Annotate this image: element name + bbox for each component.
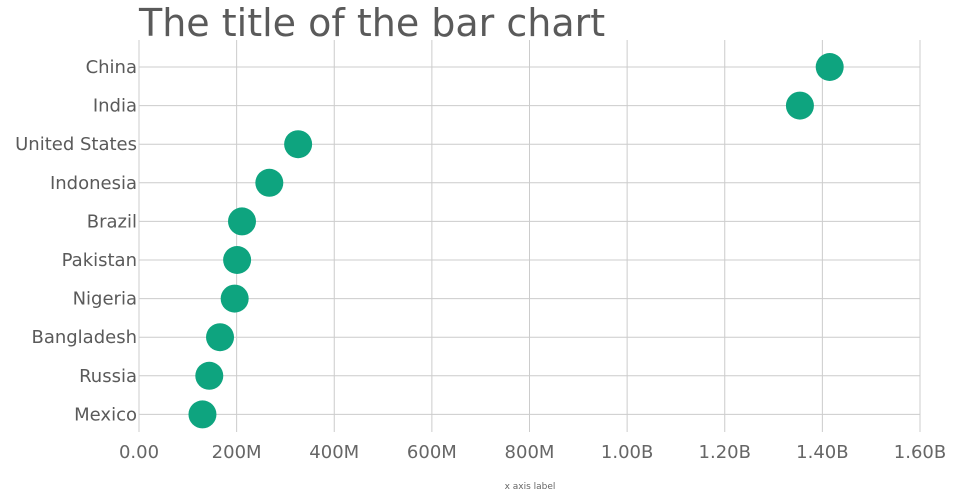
x-tick-label: 1.20B <box>699 442 751 463</box>
data-point <box>815 53 844 81</box>
x-tick-label: 800M <box>505 442 555 463</box>
data-point <box>227 207 256 236</box>
category-label: India <box>93 96 137 117</box>
x-tick-label: 1.60B <box>894 442 946 463</box>
x-tick-label: 600M <box>407 442 457 463</box>
category-label: Indonesia <box>50 173 137 194</box>
category-label: Pakistan <box>62 250 137 271</box>
data-point <box>785 91 814 120</box>
category-label: Russia <box>79 366 137 387</box>
data-point <box>188 400 217 429</box>
data-point <box>284 130 313 159</box>
category-label: Mexico <box>74 404 137 425</box>
data-points <box>188 53 844 429</box>
category-labels: China India United States Indonesia Brazil Pa… <box>15 57 137 425</box>
data-point <box>223 246 252 274</box>
x-tick-label: 1.00B <box>601 442 653 463</box>
data-point <box>255 168 284 197</box>
category-label: Brazil <box>87 211 137 232</box>
data-point <box>206 323 235 352</box>
data-point <box>195 361 224 390</box>
x-tick-label: 1.40B <box>796 442 848 463</box>
x-tick-label: 0.00 <box>119 442 159 463</box>
category-label: United States <box>15 134 137 155</box>
chart-title: The title of the bar chart <box>139 1 606 45</box>
category-label: Nigeria <box>73 289 137 310</box>
category-label: Bangladesh <box>31 327 137 348</box>
data-point <box>220 284 249 313</box>
x-axis-label: x axis label <box>505 482 556 492</box>
category-label: China <box>86 57 137 78</box>
x-tick-labels: 0.00 200M 400M 600M 800M 1.00B 1.20B 1.40B 1.60B <box>119 442 946 463</box>
x-tick-label: 200M <box>212 442 262 463</box>
x-tick-label: 400M <box>309 442 359 463</box>
